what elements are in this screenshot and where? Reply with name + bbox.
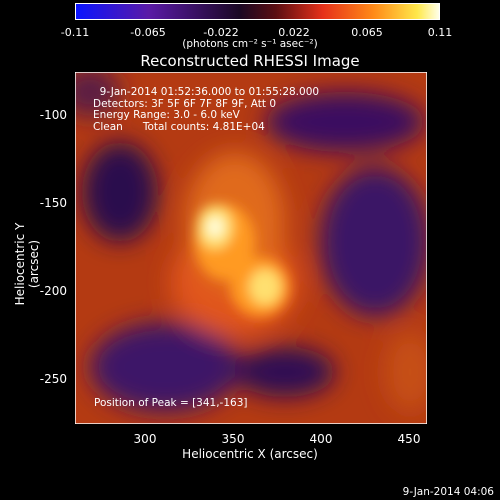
colorbar-tick: 0.022	[278, 26, 310, 39]
y-tick-label: -200	[39, 284, 67, 298]
x-tick-label: 400	[309, 432, 333, 446]
peak-position: Position of Peak = [341,-163]	[94, 397, 248, 409]
overlay-time: 9-Jan-2014 01:52:36.000 to 01:55:28.000	[93, 86, 320, 98]
render-timestamp: 9-Jan-2014 04:06	[402, 486, 494, 498]
x-axis-label: Heliocentric X (arcsec)	[182, 447, 318, 461]
plot-title: Reconstructed RHESSI Image	[140, 52, 360, 70]
overlay-info: 9-Jan-2014 01:52:36.000 to 01:55:28.000 D…	[93, 86, 320, 133]
colorbar-tick: -0.022	[203, 26, 239, 39]
y-tick-label: -150	[39, 196, 67, 210]
colorbar-tick: -0.11	[60, 26, 90, 39]
x-tick-label: 300	[133, 432, 157, 446]
colorbar-tick: -0.065	[130, 26, 166, 39]
x-tick-label: 350	[221, 432, 245, 446]
colorbar-tick: 0.11	[427, 26, 453, 39]
x-tick-label: 450	[397, 432, 421, 446]
colorbar-tick: 0.065	[351, 26, 383, 39]
y-tick-label: -250	[39, 372, 67, 386]
colorbar	[75, 3, 440, 20]
overlay-energy: Energy Range: 3.0 - 6.0 keV	[93, 109, 240, 122]
y-axis-label: Heliocentric Y (arcsec)	[13, 222, 41, 306]
colorbar-units: (photons cm⁻² s⁻¹ asec⁻²)	[182, 38, 318, 50]
overlay-detectors: Detectors: 3F 5F 6F 7F 8F 9F, Att 0	[93, 97, 277, 110]
y-tick-label: -100	[39, 108, 67, 122]
rhessi-image	[75, 72, 427, 424]
overlay-counts: Clean Total counts: 4.81E+04	[93, 120, 265, 133]
